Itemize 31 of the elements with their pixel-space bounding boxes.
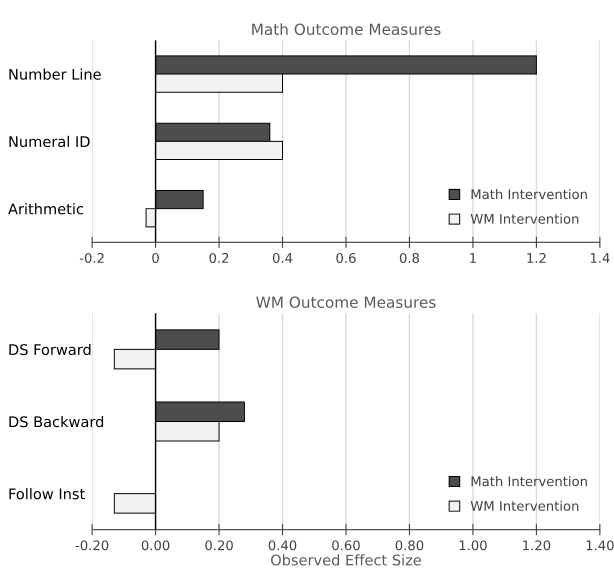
y-tick-label: DS Backward (9, 416, 104, 428)
x-tick-label: 1.20 (523, 540, 550, 550)
x-tick-label: -0.20 (76, 540, 108, 550)
x-tick-label: 0.20 (205, 540, 233, 550)
x-tick-label: 0.60 (332, 540, 360, 550)
y-tick-label: Follow Inst (9, 488, 85, 500)
x-tick-label: 0.8 (400, 252, 420, 263)
y-tick-label: Arithmetic (8, 203, 84, 214)
x-axis-title: Observed Effect Size (271, 554, 421, 566)
x-tick-label: 0.00 (142, 540, 170, 550)
x-tick-label: 0.6 (336, 252, 356, 263)
x-tick-label: 1.4 (590, 253, 610, 263)
x-tick-label: 0.40 (268, 540, 296, 550)
legend-label: Math Intervention (472, 476, 587, 486)
legend-label: WM Intervention (470, 214, 578, 224)
legend-label: WM Intervention (470, 500, 578, 511)
x-tick-label: 1.2 (527, 252, 546, 263)
y-tick-label: Number Line (9, 68, 101, 80)
x-tick-label: 1.00 (460, 540, 487, 550)
x-tick-label: 1.40 (586, 540, 614, 550)
y-tick-label: Numeral ID (9, 136, 90, 148)
y-tick-label: DS Forward (9, 344, 90, 356)
chart-title: Math Outcome Measures (252, 23, 441, 36)
x-tick-label: -0.2 (80, 252, 104, 263)
chart-title: WM Outcome Measures (256, 296, 436, 308)
x-tick-label: 0.4 (272, 252, 292, 263)
x-tick-label: 0 (152, 252, 159, 263)
legend-label: Math Intervention (472, 189, 587, 200)
x-tick-label: 0.80 (396, 540, 424, 550)
x-tick-label: 0.2 (209, 252, 228, 263)
x-tick-label: 1 (470, 253, 476, 263)
